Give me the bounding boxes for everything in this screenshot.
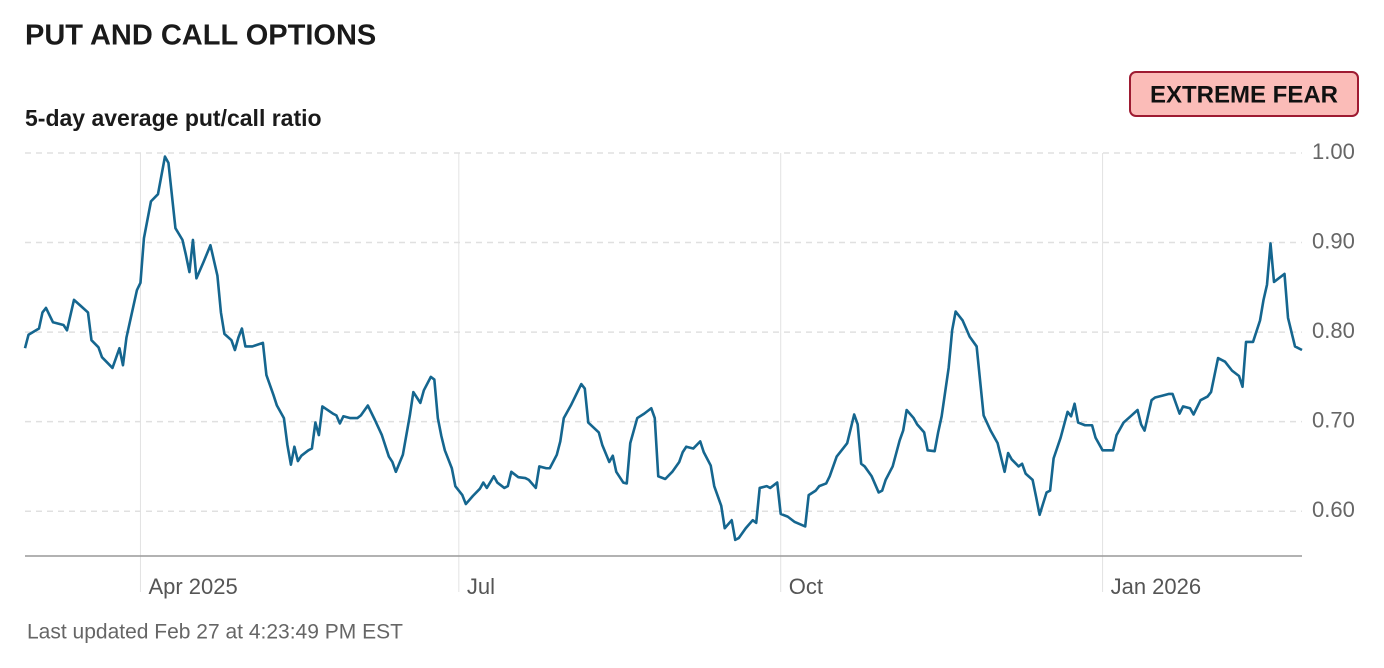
chart-subtitle: 5-day average put/call ratio <box>25 105 322 131</box>
y-tick-label: 1.00 <box>1312 139 1355 164</box>
x-tick-label: Jan 2026 <box>1111 574 1202 599</box>
y-tick-label: 0.90 <box>1312 228 1355 253</box>
x-tick-label: Jul <box>467 574 495 599</box>
x-tick-label: Apr 2025 <box>148 574 237 599</box>
footer: Last updated Feb 27 at 4:23:49 PM EST <box>27 621 403 644</box>
data-line <box>23 155 1303 542</box>
rating-badge <box>1129 71 1359 117</box>
x-tick-label: Oct <box>789 574 823 599</box>
y-tick-label: 0.70 <box>1312 407 1355 432</box>
y-tick-label: 0.60 <box>1312 497 1355 522</box>
y-tick-label: 0.80 <box>1312 318 1355 343</box>
rating-label: EXTREME FEAR <box>1150 81 1338 108</box>
chart-title: PUT AND CALL OPTIONS <box>25 20 376 52</box>
